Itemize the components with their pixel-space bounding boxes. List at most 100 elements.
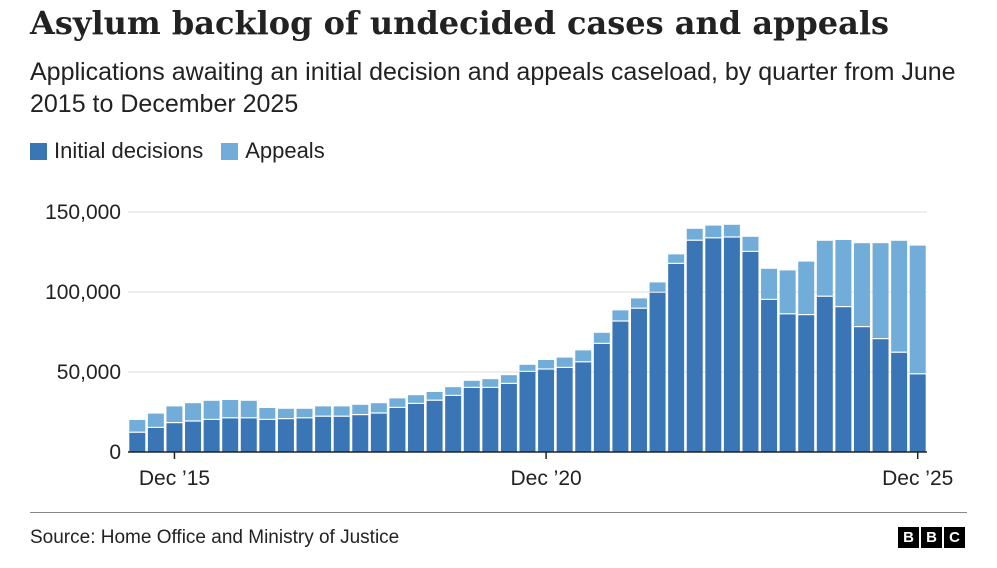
bar-initial-decisions bbox=[872, 339, 889, 452]
bar-appeals bbox=[556, 357, 573, 367]
bar-appeals bbox=[370, 403, 387, 413]
bbc-logo-block: B bbox=[921, 527, 942, 548]
bar-initial-decisions bbox=[779, 314, 796, 452]
bar-initial-decisions bbox=[816, 296, 833, 452]
y-tick-label: 0 bbox=[109, 441, 121, 464]
bar-initial-decisions bbox=[891, 352, 908, 452]
bar-initial-decisions bbox=[222, 418, 239, 452]
legend-item-initial-decisions: Initial decisions bbox=[30, 138, 203, 164]
legend-swatch-appeals bbox=[221, 142, 239, 160]
bar-appeals bbox=[500, 375, 517, 383]
bar-initial-decisions bbox=[742, 252, 759, 452]
bar-appeals bbox=[352, 404, 369, 414]
bar-appeals bbox=[742, 236, 759, 251]
bar-initial-decisions bbox=[686, 240, 703, 452]
bar-appeals bbox=[686, 228, 703, 240]
bar-appeals bbox=[853, 243, 870, 326]
bar-initial-decisions bbox=[240, 418, 257, 452]
bar-initial-decisions bbox=[909, 374, 926, 452]
bar-initial-decisions bbox=[296, 418, 313, 452]
y-tick-label: 150,000 bbox=[45, 201, 121, 224]
bar-appeals bbox=[333, 406, 350, 416]
bar-initial-decisions bbox=[835, 307, 852, 452]
bar-initial-decisions bbox=[445, 396, 462, 452]
bar-appeals bbox=[259, 408, 276, 419]
bar-appeals bbox=[575, 350, 592, 362]
bar-initial-decisions bbox=[129, 432, 146, 452]
bar-initial-decisions bbox=[705, 238, 722, 452]
bar-initial-decisions bbox=[500, 384, 517, 452]
bar-appeals bbox=[296, 408, 313, 418]
bar-initial-decisions bbox=[482, 388, 499, 452]
bbc-logo-block: C bbox=[944, 527, 965, 548]
bar-initial-decisions bbox=[166, 423, 183, 452]
bar-initial-decisions bbox=[519, 372, 536, 452]
bar-appeals bbox=[593, 332, 610, 343]
bar-initial-decisions bbox=[575, 362, 592, 452]
bar-initial-decisions bbox=[761, 300, 778, 452]
bar-appeals bbox=[277, 408, 294, 418]
bar-appeals bbox=[891, 240, 908, 352]
bar-initial-decisions bbox=[203, 420, 220, 452]
bar-appeals bbox=[705, 225, 722, 238]
bar-appeals bbox=[668, 254, 685, 263]
bar-appeals bbox=[909, 245, 926, 374]
bar-initial-decisions bbox=[593, 344, 610, 452]
x-axis: Dec ’15 Dec ’20 Dec ’25 bbox=[128, 451, 953, 490]
bar-initial-decisions bbox=[631, 308, 647, 452]
y-tick-label: 50,000 bbox=[57, 361, 121, 384]
legend: Initial decisions Appeals bbox=[30, 138, 343, 164]
bar-appeals bbox=[203, 400, 220, 419]
footer-divider bbox=[30, 512, 967, 513]
bar-initial-decisions bbox=[408, 404, 424, 452]
bar-initial-decisions bbox=[277, 419, 294, 452]
x-tick-label: Dec ’20 bbox=[510, 467, 581, 490]
x-tick-label: Dec ’15 bbox=[139, 467, 210, 490]
bar-appeals bbox=[816, 240, 833, 296]
bars bbox=[129, 224, 926, 452]
y-tick-label: 100,000 bbox=[45, 281, 121, 304]
bar-appeals bbox=[129, 420, 146, 432]
bar-initial-decisions bbox=[370, 413, 387, 452]
x-tick-label: Dec ’25 bbox=[882, 467, 953, 490]
bar-appeals bbox=[147, 413, 164, 427]
bar-appeals bbox=[185, 403, 202, 421]
legend-label-initial-decisions: Initial decisions bbox=[54, 138, 204, 163]
bar-initial-decisions bbox=[612, 321, 629, 452]
bar-appeals bbox=[538, 360, 555, 369]
chart-subtitle: Applications awaiting an initial decisio… bbox=[30, 58, 956, 118]
y-axis-labels: 0 50,000 100,000 150,000 bbox=[45, 201, 121, 464]
bar-initial-decisions bbox=[185, 421, 202, 452]
bar-appeals bbox=[649, 282, 666, 292]
bar-initial-decisions bbox=[259, 420, 276, 452]
bar-initial-decisions bbox=[426, 400, 443, 452]
bar-appeals bbox=[389, 398, 406, 407]
bar-appeals bbox=[519, 364, 536, 371]
bar-initial-decisions bbox=[538, 369, 555, 452]
chart-title: Asylum backlog of undecided cases and ap… bbox=[30, 4, 890, 42]
source-note: Source: Home Office and Ministry of Just… bbox=[30, 527, 400, 548]
bar-appeals bbox=[408, 395, 424, 403]
bar-initial-decisions bbox=[798, 315, 815, 452]
bar-initial-decisions bbox=[389, 408, 406, 452]
bbc-logo: B B C bbox=[896, 527, 965, 548]
bar-appeals bbox=[166, 406, 183, 422]
bar-appeals bbox=[222, 400, 239, 418]
bar-initial-decisions bbox=[556, 368, 573, 452]
bbc-logo-block: B bbox=[898, 527, 919, 548]
legend-label-appeals: Appeals bbox=[245, 138, 325, 163]
bar-initial-decisions bbox=[315, 416, 332, 452]
bar-initial-decisions bbox=[723, 237, 740, 452]
legend-swatch-initial-decisions bbox=[30, 142, 47, 160]
bar-appeals bbox=[798, 261, 815, 314]
bar-appeals bbox=[482, 379, 499, 387]
bar-appeals bbox=[463, 380, 480, 387]
bar-initial-decisions bbox=[352, 415, 369, 452]
bar-appeals bbox=[761, 268, 778, 299]
bar-appeals bbox=[240, 400, 257, 418]
bar-appeals bbox=[426, 392, 443, 400]
bar-initial-decisions bbox=[333, 416, 350, 452]
bar-appeals bbox=[723, 224, 740, 237]
bar-initial-decisions bbox=[147, 428, 164, 452]
